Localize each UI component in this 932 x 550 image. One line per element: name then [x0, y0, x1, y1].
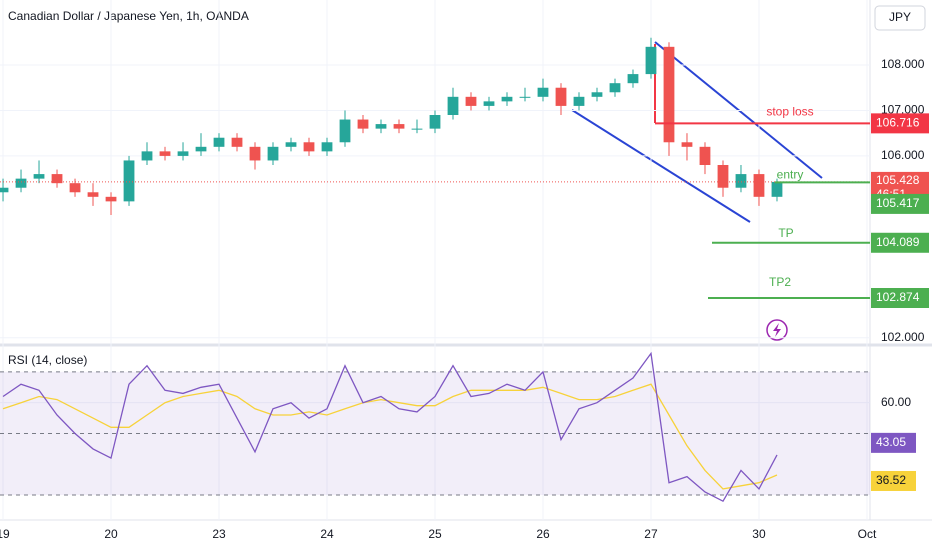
value-badge-text: 43.05 [876, 435, 906, 449]
candle-body [663, 46, 675, 143]
y-tick-label: 102.000 [881, 330, 925, 344]
candle-body [483, 101, 495, 106]
candle-body [285, 142, 297, 147]
candle-body [411, 128, 423, 130]
candle-body [519, 96, 531, 98]
rsi-line [2, 351, 778, 503]
value-badge-text: 36.52 [876, 473, 906, 487]
candle-body [393, 124, 405, 129]
alert-bolt [773, 323, 781, 337]
candle-body [537, 87, 549, 97]
candle-body [609, 83, 621, 93]
y-tick-label: 106.000 [881, 148, 925, 162]
y-tick-label: 108.000 [881, 57, 925, 71]
candle-body [267, 146, 279, 161]
candle-body [15, 178, 27, 188]
level-label: TP [778, 226, 793, 240]
candle-body [51, 174, 63, 184]
candle-body [141, 151, 153, 161]
level-label: TP2 [769, 275, 791, 289]
candle-body [681, 142, 693, 147]
level-badge [871, 232, 929, 253]
level-label: stop loss [766, 105, 813, 119]
candle-body [627, 74, 639, 84]
candle-body [213, 137, 225, 147]
candle-body [105, 196, 117, 202]
candle-body [735, 174, 747, 188]
candle-body [555, 87, 567, 106]
value-badge [871, 432, 916, 453]
candle-body [429, 115, 441, 129]
rsi-title: RSI (14, close) [8, 353, 87, 367]
candle-body [591, 92, 603, 97]
x-tick-label: 27 [644, 527, 658, 541]
y-tick-label: 60.00 [881, 395, 911, 409]
candle-body [159, 151, 171, 156]
currency-box[interactable] [874, 5, 926, 31]
candle-body [69, 183, 81, 193]
candle-body [753, 174, 765, 197]
candle-body [501, 96, 513, 102]
level-price: 106.716 [876, 116, 920, 130]
x-tick-label: 26 [536, 527, 550, 541]
candle-body [573, 96, 585, 106]
candle-body [87, 192, 99, 197]
last-price: 105.428 [876, 173, 920, 187]
level-badge [871, 288, 929, 308]
candle-body [645, 46, 657, 75]
channel-line [571, 109, 751, 223]
y-tick-label: 107.000 [881, 103, 925, 117]
x-tick-label: 19 [0, 527, 10, 541]
candle-body [177, 151, 189, 156]
candle-body [231, 137, 243, 147]
candle-body [33, 174, 45, 179]
level-price: 105.417 [876, 196, 920, 210]
x-tick-label: 25 [428, 527, 442, 541]
candle-body [303, 142, 315, 152]
candle-body [699, 146, 711, 165]
x-tick-label: 23 [212, 527, 226, 541]
candle-body [195, 146, 207, 152]
candle-body [357, 119, 369, 129]
level-badge [871, 113, 929, 134]
level-price: 102.874 [876, 290, 920, 304]
x-tick-label: 24 [320, 527, 334, 541]
value-badge [871, 470, 916, 491]
x-tick-label: Oct [858, 527, 877, 541]
candle-body [321, 142, 333, 152]
level-label: entry [777, 168, 804, 182]
alert-icon[interactable] [766, 319, 788, 341]
candle-body [447, 96, 459, 115]
currency: JPY [889, 10, 911, 24]
level-price: 104.089 [876, 235, 920, 249]
candle-body [717, 165, 729, 188]
x-tick-label: 20 [104, 527, 118, 541]
rsi-line [2, 383, 778, 490]
candle-body [465, 96, 477, 106]
candle-body [375, 124, 387, 129]
chart-title: Canadian Dollar / Japanese Yen, 1h, OAND… [8, 9, 249, 23]
x-tick-label: 30 [752, 527, 766, 541]
candle-body [123, 160, 135, 202]
candle-body [771, 181, 783, 197]
candle-body [339, 119, 351, 143]
level-badge [871, 193, 929, 214]
candle-body [0, 187, 9, 193]
candle-body [249, 146, 261, 161]
